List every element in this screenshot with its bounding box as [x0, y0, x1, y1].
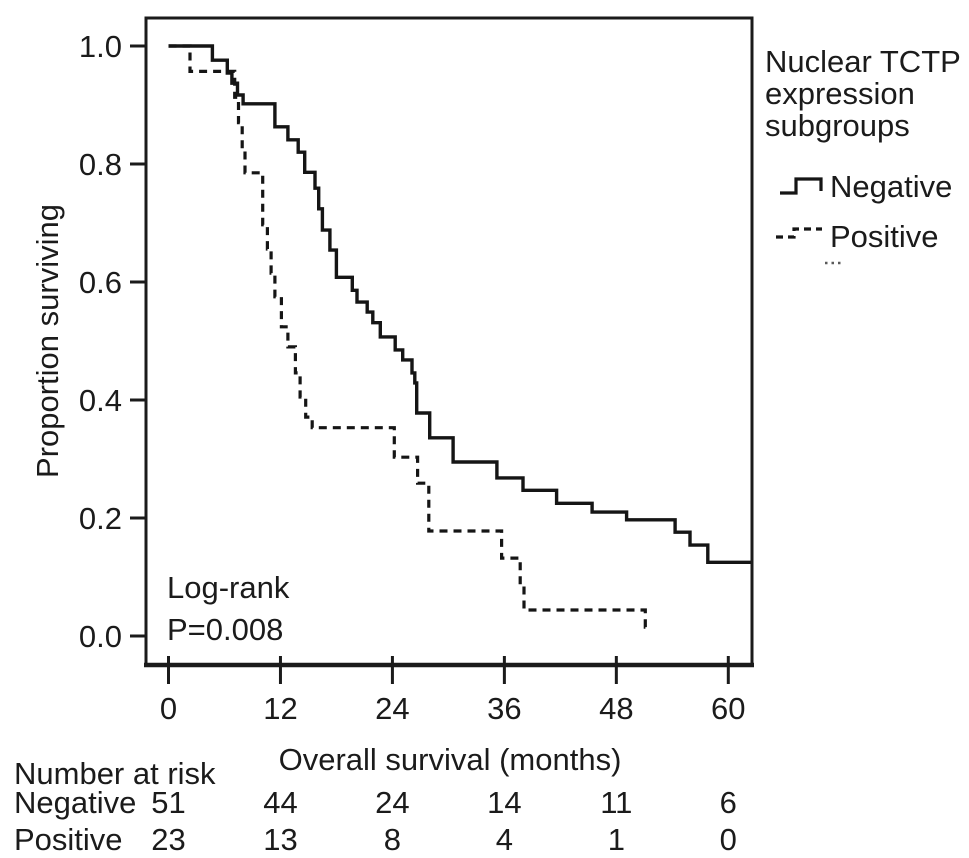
- x-tick-label: 48: [599, 691, 633, 726]
- y-tick-label: 0.2: [79, 501, 122, 536]
- x-axis-title: Overall survival (months): [279, 742, 622, 777]
- risk-values: 51 44 24 14 11 6 23 13 8 4 1 0: [151, 785, 737, 857]
- risk-value: 44: [263, 785, 297, 820]
- legend-label-positive: Positive: [830, 219, 939, 254]
- risk-value: 51: [151, 785, 185, 820]
- risk-value: 24: [375, 785, 409, 820]
- legend-item-positive: Positive: [776, 219, 939, 254]
- risk-value: 8: [384, 822, 401, 857]
- x-tick-label: 0: [160, 691, 177, 726]
- x-tick-label: 12: [263, 691, 297, 726]
- risk-row-label-positive: Positive: [14, 822, 123, 857]
- y-tick-label: 0.0: [79, 619, 122, 654]
- y-tick-label: 0.8: [79, 147, 122, 182]
- x-tick-label: 24: [375, 691, 409, 726]
- risk-table-title: Number at risk: [14, 756, 216, 791]
- risk-value: 6: [720, 785, 737, 820]
- risk-value: 23: [151, 822, 185, 857]
- legend-item-negative: Negative: [780, 169, 952, 204]
- survival-curves: [168, 44, 751, 629]
- plot-border: [144, 16, 754, 667]
- y-tick-label: 0.4: [79, 383, 122, 418]
- y-tick-label: 0.6: [79, 265, 122, 300]
- curve-positive: [168, 44, 649, 629]
- dashed-step-line-swatch-icon: [776, 227, 822, 239]
- legend-title-line-1: Nuclear TCTP: [765, 44, 961, 79]
- x-axis-ticks: 0 12 24 36 48 60: [160, 656, 746, 726]
- legend-title-line-3: subgroups: [765, 108, 910, 143]
- risk-row-label-negative: Negative: [14, 785, 136, 820]
- annotation-line-2: P=0.008: [167, 612, 283, 647]
- legend-title-line-2: expression: [765, 76, 915, 111]
- logrank-annotation: Log-rank P=0.008: [167, 570, 290, 647]
- solid-step-line-swatch-icon: [780, 177, 823, 195]
- x-tick-label: 60: [711, 691, 745, 726]
- y-axis-title: Proportion surviving: [30, 204, 65, 478]
- risk-value: 14: [487, 785, 521, 820]
- risk-value: 1: [608, 822, 625, 857]
- risk-value: 11: [600, 785, 632, 820]
- risk-value: 13: [263, 822, 297, 857]
- risk-value: 4: [496, 822, 513, 857]
- curve-negative: [168, 44, 751, 564]
- y-tick-label: 1.0: [79, 29, 122, 64]
- risk-value: 0: [720, 822, 737, 857]
- x-tick-label: 36: [487, 691, 521, 726]
- annotation-line-1: Log-rank: [167, 570, 290, 605]
- legend: Nuclear TCTP expression subgroups Negati…: [765, 44, 961, 265]
- legend-label-negative: Negative: [830, 169, 952, 204]
- y-axis-ticks: 1.0 0.8 0.6 0.4 0.2 0.0: [79, 29, 146, 654]
- risk-table: Number at risk Negative Positive 51 44 24 1…: [14, 756, 737, 857]
